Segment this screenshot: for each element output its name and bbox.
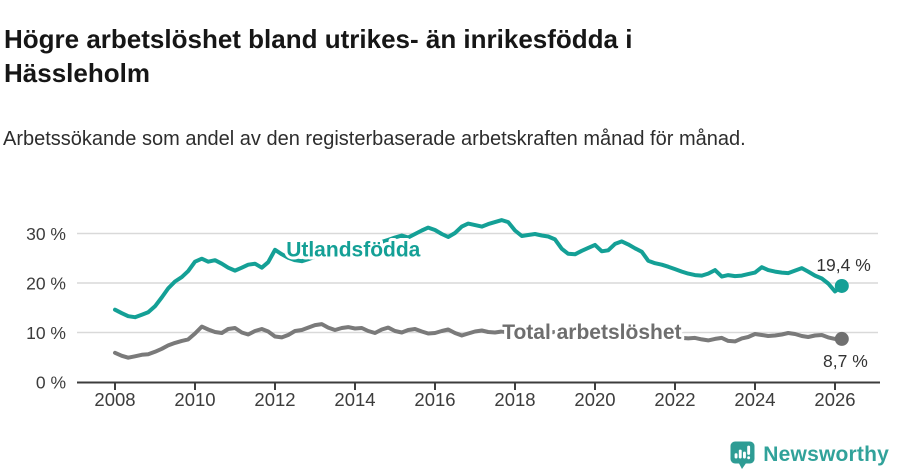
series-label: Utlandsfödda (286, 238, 420, 261)
series-end-dot-0 (834, 278, 849, 293)
series-end-value-label: 19,4 % (816, 255, 870, 275)
series-line-0 (113, 218, 844, 320)
series-end-value-label: 8,7 % (823, 351, 868, 371)
bar-chart-pin-icon (730, 441, 755, 469)
y-tick-label: 30 % (26, 224, 66, 244)
newsworthy-logo[interactable]: Newsworthy (730, 441, 889, 469)
x-tick-label: 2016 (414, 389, 455, 410)
x-tick-label: 2014 (334, 389, 375, 410)
x-tick-label: 2026 (814, 389, 855, 410)
series-label: Total arbetslöshet (502, 321, 681, 344)
chart-subtitle: Arbetssökande som andel av den registerb… (3, 128, 746, 150)
x-tick-label: 2022 (654, 389, 695, 410)
x-tick-label: 2024 (734, 389, 775, 410)
brand-name: Newsworthy (763, 443, 889, 466)
x-tick-label: 2012 (254, 389, 295, 410)
chart-title: Högre arbetslöshet bland utrikes- än inr… (4, 24, 633, 89)
x-tick-label: 2008 (94, 389, 135, 410)
y-tick-label: 0 % (36, 373, 66, 393)
y-tick-label: 20 % (26, 274, 66, 294)
series-end-dot-1 (834, 331, 849, 346)
series-line-1 (113, 322, 844, 360)
x-tick-label: 2018 (494, 389, 535, 410)
x-tick-label: 2010 (174, 389, 215, 410)
y-tick-label: 10 % (26, 323, 66, 343)
x-tick-label: 2020 (574, 389, 615, 410)
